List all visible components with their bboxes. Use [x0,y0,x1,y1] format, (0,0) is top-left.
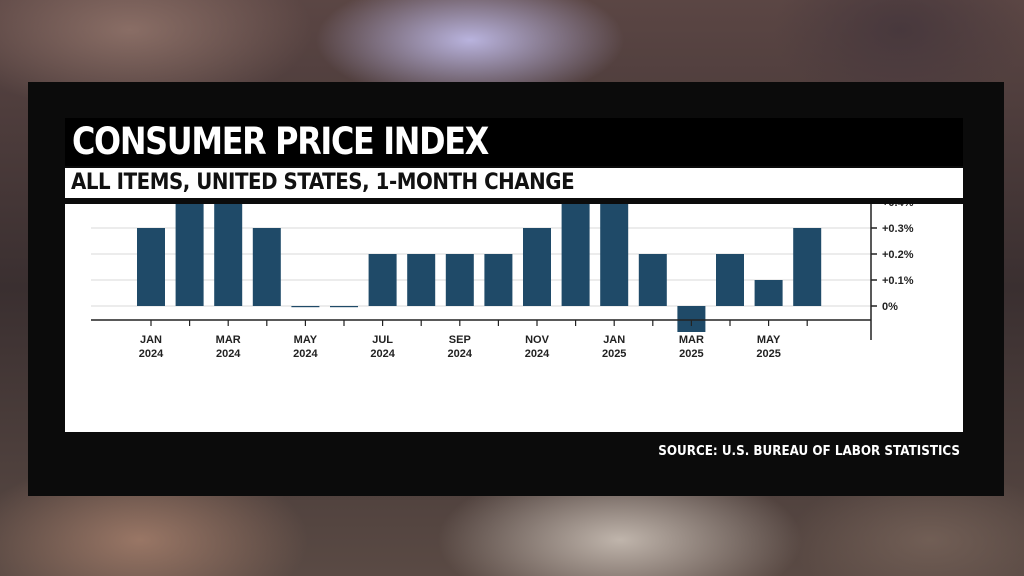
bar [175,202,204,306]
chart-area: +0.4% +0.3% +0.2% +0.1% 0% JAN 2024 MAR 2024 MAY 2… [65,176,963,432]
y-tick-label: +0.4% [882,204,914,209]
chart-title: CONSUMER PRICE INDEX [72,120,489,163]
y-tick-label: +0.2% [882,249,914,261]
bar [523,228,551,306]
source-note: SOURCE: U.S. BUREAU OF LABOR STATISTICS [658,444,960,459]
bar [291,306,320,308]
x-tick-label-year: 2024 [370,348,395,360]
bar [407,254,436,306]
x-tick-label-month: JUL [372,334,393,346]
bar [252,228,281,306]
x-tick-label-year: 2024 [139,348,164,360]
x-tick-label-year: 2024 [216,348,241,360]
bar [368,254,397,306]
bar [793,228,822,306]
x-tick-label-month: MAR [216,334,241,346]
bar [484,254,513,306]
x-tick-label-month: MAY [757,334,781,346]
title-bar: CONSUMER PRICE INDEX [65,118,963,166]
subtitle-bar: ALL ITEMS, UNITED STATES, 1-MONTH CHANGE [65,168,963,198]
x-tick-label-year: 2024 [448,348,473,360]
chart-graphic-panel: CONSUMER PRICE INDEX ALL ITEMS, UNITED S… [28,82,1004,496]
bar [677,306,706,332]
chart-subtitle: ALL ITEMS, UNITED STATES, 1-MONTH CHANGE [71,170,575,195]
x-tick-label-year: 2025 [679,348,703,360]
bar-chart: +0.4% +0.3% +0.2% +0.1% 0% JAN 2024 MAR 2024 MAY 2… [91,176,914,360]
bar [561,202,590,306]
y-tick-label: +0.1% [882,275,914,287]
bar [716,254,744,306]
bar [330,306,358,308]
x-tick-label-year: 2025 [756,348,780,360]
bar [600,176,629,306]
y-tick-label: 0% [882,301,898,313]
bar [137,228,165,306]
x-tick-label-year: 2025 [602,348,626,360]
x-tick-label-year: 2024 [293,348,318,360]
x-tick-label-month: SEP [449,334,471,346]
bar [754,280,783,306]
x-tick-label-month: JAN [603,334,625,346]
x-tick-label-year: 2024 [525,348,550,360]
x-tick-label-month: JAN [140,334,162,346]
bar [638,254,667,306]
x-tick-label-month: NOV [525,334,550,346]
bar [445,254,474,306]
y-tick-label: +0.3% [882,223,914,235]
x-tick-label-month: MAR [679,334,704,346]
bar [214,202,243,306]
x-tick-label-month: MAY [294,334,318,346]
